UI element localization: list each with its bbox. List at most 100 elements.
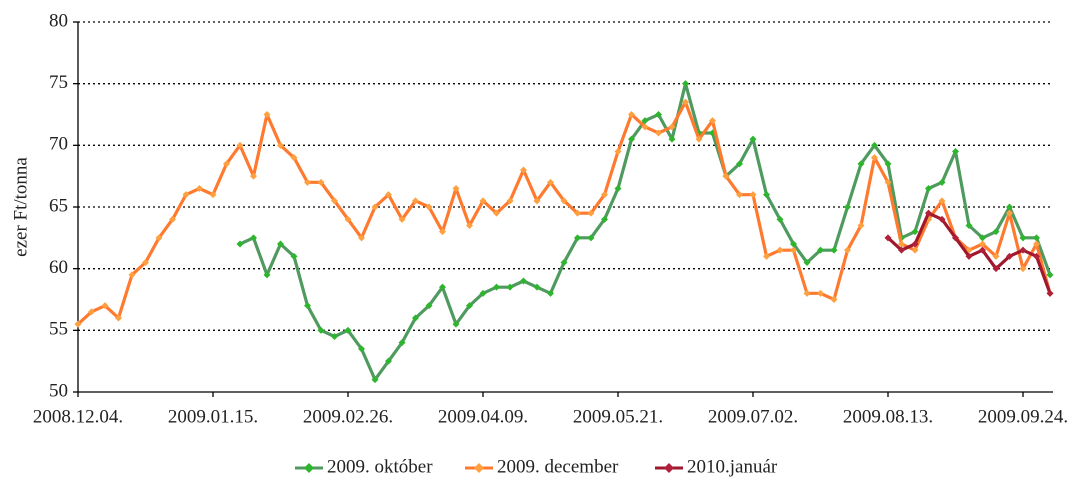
y-tick-label: 75: [49, 72, 68, 93]
data-point: [925, 209, 932, 217]
data-point: [236, 141, 244, 149]
data-point: [668, 135, 676, 143]
y-tick-label: 80: [49, 10, 68, 31]
data-point: [290, 154, 298, 162]
data-point: [628, 111, 635, 118]
data-point: [74, 320, 82, 328]
data-point: [1019, 234, 1027, 242]
data-point: [493, 209, 500, 217]
data-point: [1019, 265, 1027, 273]
y-tick-label: 70: [49, 134, 68, 155]
data-point: [898, 246, 905, 254]
data-point: [641, 123, 649, 131]
data-point: [965, 222, 973, 229]
data-point: [817, 289, 824, 297]
data-point: [533, 197, 541, 205]
data-point: [466, 302, 473, 310]
data-point: [857, 160, 865, 168]
data-point: [925, 185, 932, 192]
data-point: [790, 246, 797, 254]
data-point: [736, 191, 743, 199]
data-point: [263, 271, 271, 279]
data-point: [884, 160, 892, 168]
data-point: [749, 135, 757, 143]
data-point: [992, 252, 1000, 260]
data-point: [277, 141, 284, 149]
data-point: [425, 203, 433, 211]
data-point: [911, 228, 919, 236]
data-point: [182, 191, 190, 199]
data-point: [88, 308, 95, 316]
data-point: [992, 228, 1000, 236]
data-point: [763, 252, 770, 260]
data-point: [1006, 203, 1013, 211]
data-point: [1006, 209, 1013, 217]
data-point: [979, 240, 986, 248]
data-point: [587, 209, 595, 217]
legend-marker: [474, 463, 484, 473]
data-point: [371, 376, 379, 384]
data-point: [398, 215, 406, 223]
x-tick-label: 2009.07.02.: [708, 406, 798, 427]
data-point: [709, 117, 716, 125]
data-point: [520, 166, 527, 174]
data-point: [479, 197, 487, 205]
data-point: [736, 160, 743, 168]
data-point: [506, 283, 514, 291]
data-point: [439, 228, 446, 236]
y-tick-label: 50: [49, 380, 68, 401]
data-point: [817, 246, 824, 254]
data-point: [574, 234, 581, 242]
data-point: [938, 197, 946, 205]
data-point: [830, 246, 838, 254]
data-point: [560, 259, 568, 266]
data-point: [857, 222, 865, 229]
y-axis-label: ezer Ft/tonna: [10, 157, 31, 257]
data-point: [317, 326, 325, 334]
data-point: [614, 148, 622, 155]
data-point: [196, 185, 203, 192]
data-point: [493, 283, 500, 291]
data-point: [763, 191, 770, 199]
data-point: [884, 234, 892, 242]
legend-marker: [304, 463, 314, 473]
y-tick-label: 65: [49, 195, 68, 216]
legend-label: 2010.január: [687, 456, 778, 477]
data-point: [1019, 246, 1027, 254]
data-point: [385, 191, 392, 199]
data-point: [385, 357, 392, 365]
data-point: [277, 240, 284, 248]
data-point: [884, 178, 892, 186]
legend-label: 2009. október: [327, 456, 433, 477]
data-point: [979, 246, 986, 254]
data-point: [520, 277, 527, 285]
data-point: [749, 191, 757, 199]
data-point: [790, 240, 797, 248]
data-point: [911, 246, 919, 254]
data-point: [871, 154, 878, 162]
data-point: [452, 320, 460, 328]
data-point: [1033, 252, 1040, 260]
data-point: [560, 197, 568, 205]
data-point: [398, 339, 406, 347]
data-point: [358, 234, 365, 242]
data-point: [1033, 234, 1040, 242]
y-tick-label: 60: [49, 257, 68, 278]
data-point: [547, 289, 554, 297]
data-point: [101, 302, 109, 310]
series-line: [76, 100, 1052, 326]
data-point: [803, 259, 811, 266]
x-tick-label: 2009.08.13.: [843, 406, 933, 427]
data-point: [371, 203, 379, 211]
data-point: [128, 271, 136, 279]
x-tick-label: 2008.12.04.: [33, 406, 123, 427]
data-point: [1046, 271, 1054, 279]
data-point: [587, 234, 595, 242]
data-point: [304, 178, 311, 186]
data-point: [979, 234, 986, 242]
data-point: [155, 234, 163, 242]
data-point: [452, 185, 460, 192]
data-point: [304, 302, 311, 310]
data-point: [695, 135, 703, 143]
data-point: [965, 252, 973, 260]
